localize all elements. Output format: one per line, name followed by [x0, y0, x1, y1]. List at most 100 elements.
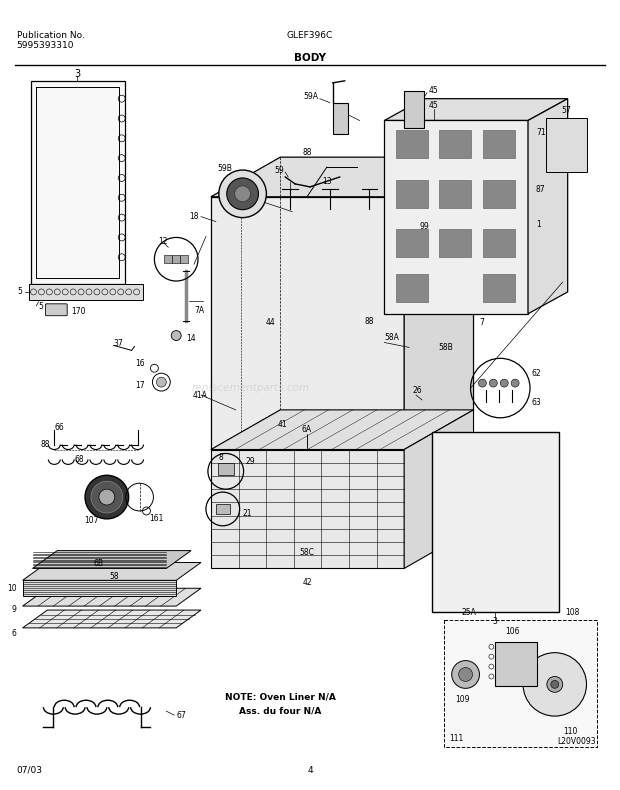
Text: 161: 161	[149, 514, 164, 524]
Text: 5995393310: 5995393310	[17, 41, 74, 51]
Text: 5: 5	[18, 288, 22, 296]
Text: 66: 66	[55, 423, 64, 432]
Circle shape	[500, 379, 508, 387]
Text: 88: 88	[303, 148, 312, 156]
Text: 3: 3	[493, 618, 498, 626]
Text: 59A: 59A	[303, 92, 318, 101]
Text: replacementparts.com: replacementparts.com	[192, 383, 309, 393]
Polygon shape	[211, 197, 404, 450]
Polygon shape	[211, 450, 404, 569]
Text: 6A: 6A	[302, 425, 312, 435]
Polygon shape	[22, 589, 201, 606]
Text: 88: 88	[40, 440, 50, 449]
Circle shape	[547, 676, 563, 692]
Text: 63: 63	[532, 398, 542, 408]
Bar	[396, 130, 428, 158]
Circle shape	[551, 680, 559, 688]
Text: BODY: BODY	[294, 53, 326, 63]
Text: 42: 42	[302, 577, 312, 587]
Circle shape	[219, 170, 267, 217]
Text: 108: 108	[565, 608, 580, 616]
Text: 62: 62	[532, 369, 542, 378]
Text: 87: 87	[536, 186, 546, 194]
Text: 18: 18	[190, 212, 199, 221]
Polygon shape	[404, 410, 474, 569]
Text: 8: 8	[219, 453, 224, 462]
Text: 10: 10	[7, 584, 17, 592]
Text: 109: 109	[456, 694, 470, 704]
Circle shape	[489, 379, 497, 387]
Bar	[444, 620, 598, 747]
Bar	[432, 431, 559, 612]
Text: 25A: 25A	[462, 608, 477, 616]
Bar	[172, 255, 180, 263]
Text: 111: 111	[449, 735, 463, 743]
Text: 6B: 6B	[94, 559, 104, 568]
Bar	[333, 103, 348, 134]
Bar	[439, 230, 471, 258]
Polygon shape	[404, 157, 474, 450]
Text: 7A: 7A	[194, 307, 204, 315]
Bar	[396, 180, 428, 208]
Text: 4: 4	[307, 766, 313, 774]
Text: 170: 170	[71, 307, 86, 316]
Polygon shape	[22, 610, 201, 628]
Text: 57: 57	[562, 106, 572, 115]
Polygon shape	[22, 562, 201, 581]
Text: 67: 67	[176, 711, 186, 720]
Text: 41: 41	[278, 420, 287, 429]
Text: GLEF396C: GLEF396C	[287, 32, 333, 40]
Text: NOTE: Oven Liner N/A: NOTE: Oven Liner N/A	[225, 693, 335, 702]
Text: 7: 7	[479, 318, 484, 327]
Text: 21: 21	[242, 510, 252, 518]
Circle shape	[227, 178, 259, 209]
Text: 110: 110	[563, 728, 577, 736]
Text: 44: 44	[265, 318, 275, 327]
Text: 37: 37	[114, 339, 123, 348]
Text: 59B: 59B	[218, 164, 232, 172]
Bar	[22, 581, 176, 596]
Bar	[439, 180, 471, 208]
Text: 59: 59	[275, 166, 284, 175]
Text: 17: 17	[135, 381, 144, 389]
Text: Ass. du four N/A: Ass. du four N/A	[239, 706, 321, 716]
Bar	[484, 180, 515, 208]
Circle shape	[511, 379, 519, 387]
Text: 13: 13	[322, 178, 332, 186]
Polygon shape	[211, 157, 474, 197]
Text: 58: 58	[109, 572, 118, 581]
Text: 16: 16	[135, 359, 144, 368]
Bar	[404, 91, 424, 129]
Bar	[546, 118, 588, 172]
Text: 88: 88	[365, 317, 374, 326]
Bar	[484, 274, 515, 302]
Bar	[164, 255, 172, 263]
Text: 99: 99	[419, 222, 429, 231]
Bar	[218, 464, 234, 476]
Bar	[180, 255, 188, 263]
Text: 106: 106	[505, 627, 520, 637]
Text: 45: 45	[429, 86, 439, 96]
Circle shape	[235, 186, 250, 201]
Circle shape	[99, 489, 115, 505]
Polygon shape	[384, 121, 528, 314]
Bar	[396, 230, 428, 258]
Circle shape	[452, 660, 479, 688]
Circle shape	[171, 330, 181, 340]
Bar	[495, 641, 537, 687]
Bar	[29, 284, 143, 300]
Text: 68: 68	[74, 455, 84, 464]
Polygon shape	[528, 99, 568, 314]
Text: 41A: 41A	[193, 390, 208, 400]
Text: 07/03: 07/03	[17, 766, 43, 774]
Text: 3: 3	[74, 69, 80, 79]
FancyBboxPatch shape	[45, 304, 67, 316]
Bar	[216, 504, 230, 514]
Text: 12: 12	[158, 237, 168, 246]
Bar	[30, 81, 125, 284]
Polygon shape	[32, 551, 191, 569]
Text: 58A: 58A	[384, 333, 399, 342]
Text: 58B: 58B	[439, 343, 454, 352]
Bar	[484, 230, 515, 258]
Text: 6: 6	[12, 630, 17, 638]
